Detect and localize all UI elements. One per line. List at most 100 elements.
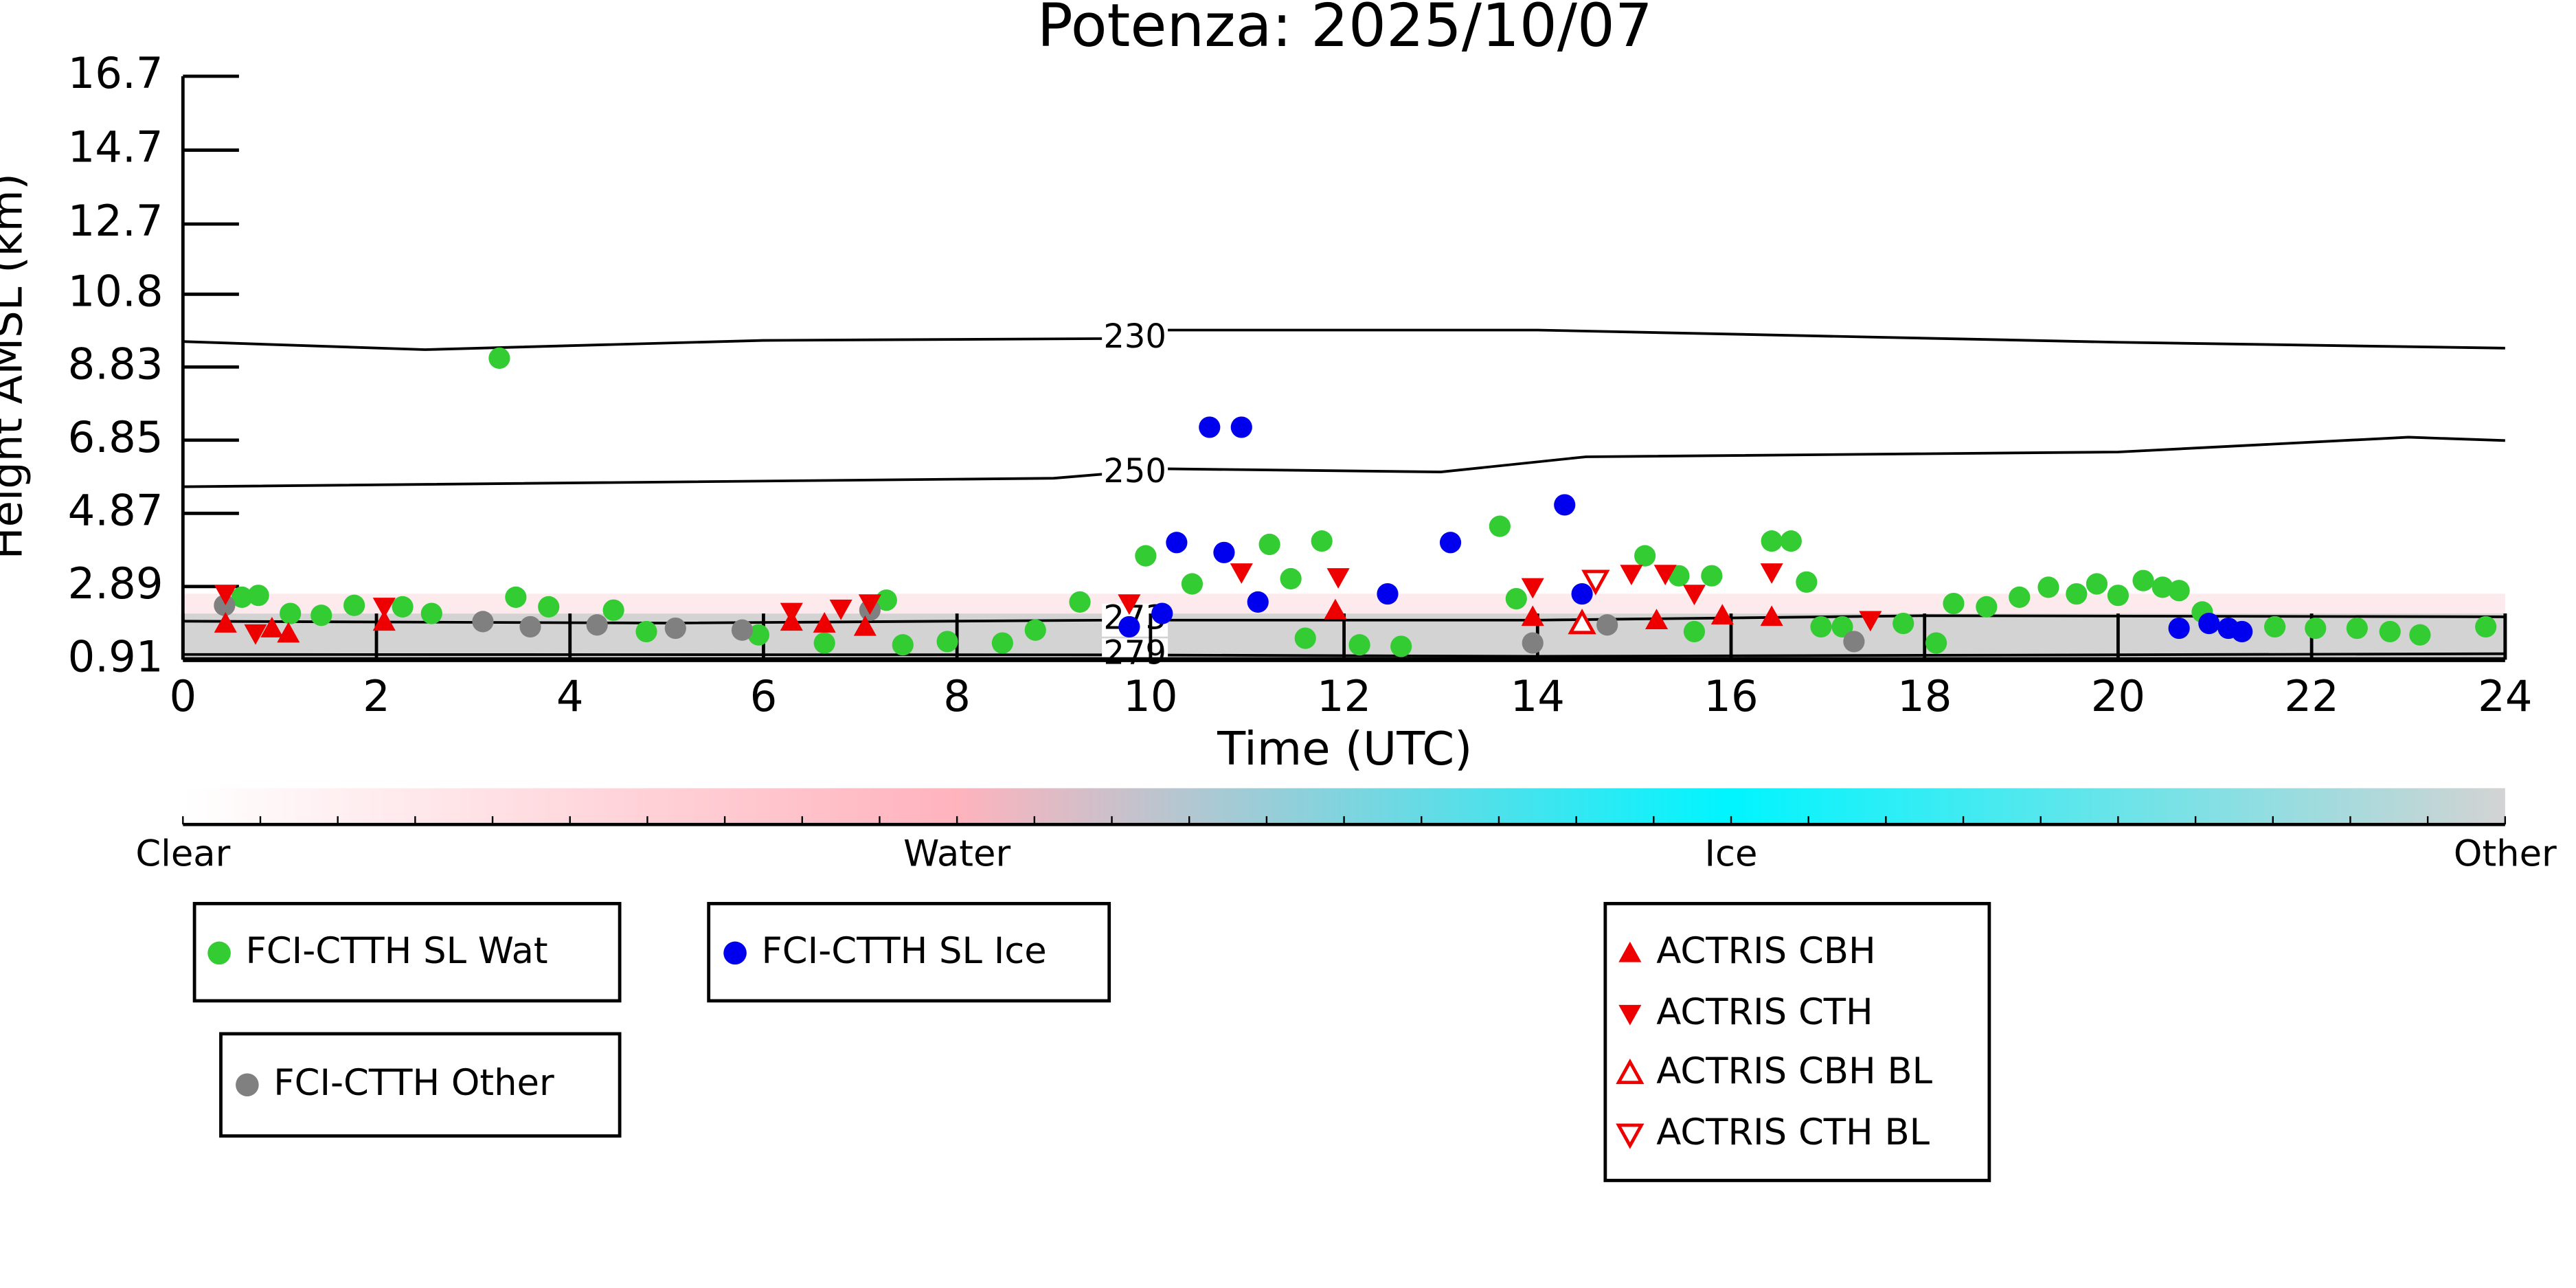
- point: [731, 619, 754, 641]
- legend-box: [192, 901, 622, 1003]
- point: [2475, 615, 2497, 638]
- point: [488, 347, 510, 369]
- y-tick-label: 0.91: [68, 631, 163, 681]
- contour-line: [183, 652, 2505, 658]
- contour-line: [183, 614, 2505, 624]
- point: [2009, 586, 2031, 608]
- cloud-haze: [183, 594, 2505, 614]
- legend-label: FCI-CTTH SL Ice: [761, 930, 1046, 972]
- point: [280, 602, 302, 624]
- point: [1390, 635, 1412, 657]
- legend-label: ACTRIS CTH BL: [1656, 1111, 1930, 1153]
- y-axis-label: Height AMSL (km): [0, 173, 32, 559]
- x-tick-label: 12: [1317, 671, 1371, 721]
- y-tick-label: 12.7: [68, 196, 163, 246]
- point: [2107, 585, 2129, 607]
- point: [310, 605, 332, 626]
- point: [1166, 532, 1188, 554]
- point: [1976, 596, 1998, 618]
- point: [420, 602, 442, 624]
- point: [813, 632, 835, 654]
- point: [1151, 602, 1173, 624]
- point: [1653, 565, 1677, 586]
- y-tick-label: 2.89: [68, 558, 163, 609]
- point: [1213, 541, 1235, 563]
- point: [2198, 612, 2220, 635]
- point: [1554, 494, 1576, 516]
- x-tick-label: 10: [1123, 671, 1177, 721]
- point: [1324, 598, 1347, 620]
- point: [1761, 530, 1783, 552]
- y-tick-label: 10.8: [68, 266, 163, 316]
- point: [1683, 620, 1706, 643]
- colorbar-label: Clear: [135, 833, 230, 874]
- point: [2151, 576, 2173, 598]
- legend-marker: [1616, 1059, 1645, 1085]
- point: [858, 594, 881, 615]
- point: [2231, 620, 2253, 643]
- point: [1810, 615, 1832, 638]
- point: [1843, 631, 1865, 653]
- legend-marker: [1618, 941, 1642, 962]
- point: [1348, 634, 1370, 656]
- point: [1521, 578, 1544, 599]
- point: [1489, 515, 1511, 537]
- point: [2379, 620, 2401, 643]
- point: [1943, 592, 1965, 615]
- colorbar-label: Water: [903, 833, 1010, 874]
- contour-label-bg: [1102, 457, 1168, 490]
- point: [1439, 532, 1462, 554]
- point: [1135, 545, 1157, 567]
- x-tick-label: 4: [556, 671, 584, 721]
- point: [505, 586, 527, 608]
- contour-label: 230: [1103, 317, 1166, 356]
- point: [2346, 617, 2368, 640]
- point: [519, 615, 541, 638]
- point: [472, 611, 494, 633]
- point: [2086, 573, 2108, 595]
- point: [2037, 576, 2059, 598]
- legend-label: FCI-CTTH Other: [273, 1062, 554, 1104]
- point: [1581, 569, 1610, 596]
- contour-label: 279: [1103, 633, 1166, 672]
- point: [214, 594, 236, 616]
- point: [991, 632, 1013, 654]
- point: [1280, 567, 1302, 590]
- x-tick-label: 24: [2478, 671, 2532, 721]
- point: [1522, 632, 1544, 654]
- point: [538, 596, 560, 618]
- legend-label: ACTRIS CBH BL: [1656, 1050, 1932, 1092]
- point: [1377, 583, 1399, 605]
- point: [1568, 609, 1596, 635]
- point: [1701, 565, 1723, 587]
- point: [635, 620, 657, 643]
- point: [2264, 615, 2286, 638]
- legend-label: FCI-CTTH SL Wat: [245, 930, 547, 972]
- point: [2132, 569, 2154, 591]
- point: [586, 614, 608, 636]
- point: [1230, 563, 1253, 584]
- legend-marker: [723, 941, 747, 965]
- point: [747, 624, 769, 646]
- contour-label-bg: [1102, 321, 1168, 355]
- point: [1118, 594, 1141, 615]
- y-tick-label: 6.85: [68, 412, 163, 462]
- point: [2066, 583, 2088, 605]
- point: [664, 617, 686, 640]
- point: [1645, 609, 1669, 629]
- point: [372, 598, 396, 618]
- x-axis-label: Time (UTC): [1217, 722, 1472, 776]
- y-tick-label: 4.87: [68, 485, 163, 535]
- legend-marker: [236, 1073, 259, 1097]
- x-tick-label: 18: [1897, 671, 1952, 721]
- x-tick-label: 8: [943, 671, 971, 721]
- point: [372, 610, 396, 631]
- point: [1181, 573, 1204, 595]
- point: [602, 599, 624, 621]
- colorbar-label: Other: [2454, 833, 2557, 874]
- x-tick-label: 16: [1704, 671, 1758, 721]
- point: [1571, 583, 1593, 605]
- point: [1710, 604, 1734, 624]
- point: [1118, 615, 1140, 638]
- point: [1859, 611, 1882, 632]
